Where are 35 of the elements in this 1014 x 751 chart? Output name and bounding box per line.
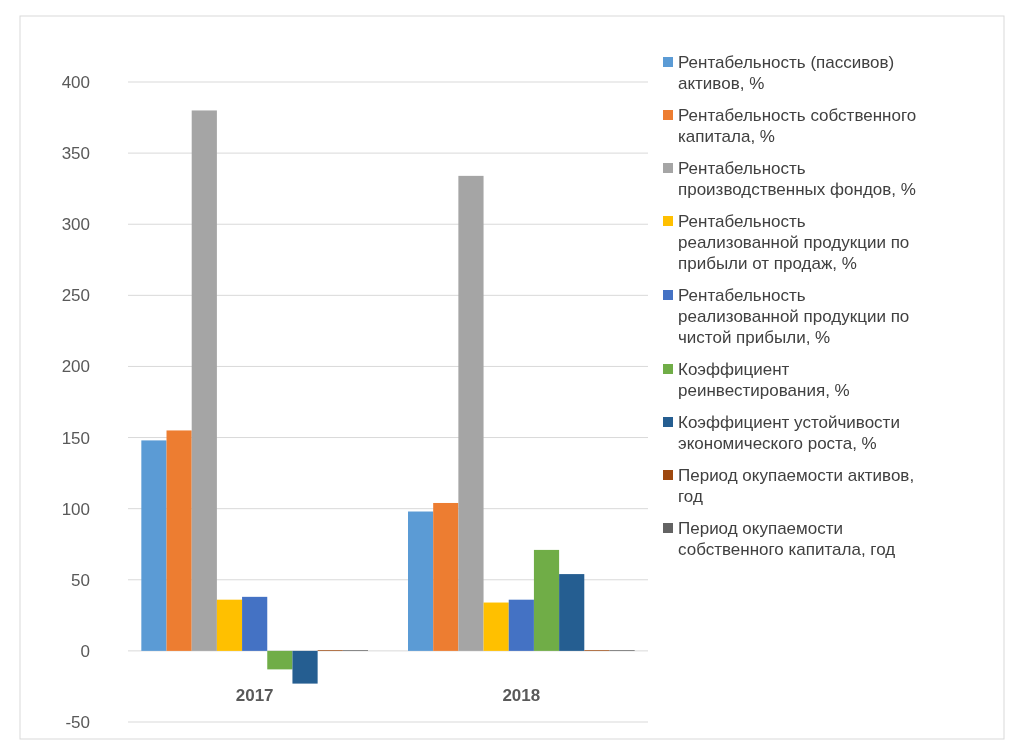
legend-label: Рентабельность реализованной продукции по прибыли от продаж, % xyxy=(678,212,910,273)
y-tick-label: -50 xyxy=(65,712,90,732)
bar xyxy=(166,430,192,651)
legend-label: Рентабельность (пассивов) активов, % xyxy=(678,53,895,93)
bar xyxy=(533,549,560,651)
legend-label: Период окупаемости собственного капитала, год xyxy=(678,519,896,559)
y-tick-label: 50 xyxy=(71,570,90,590)
bar xyxy=(559,574,585,651)
y-tick-label: 150 xyxy=(61,428,90,448)
x-tick-label: 2018 xyxy=(502,685,541,705)
y-tick-label: 350 xyxy=(61,144,90,164)
bar xyxy=(216,599,243,651)
legend-label: Коэффициент реинвестирования, % xyxy=(678,360,850,400)
y-tick-label: 250 xyxy=(61,286,90,306)
bar xyxy=(483,602,509,651)
bar xyxy=(141,440,167,651)
bar xyxy=(433,502,459,651)
legend-label: Рентабельность собственного капитала, % xyxy=(678,106,917,146)
legend-label: Рентабельность производственных фондов, % xyxy=(678,159,916,199)
bar xyxy=(292,650,318,684)
y-tick-label: 100 xyxy=(61,499,90,519)
x-tick-label: 2017 xyxy=(235,685,274,705)
bar xyxy=(242,596,268,651)
bar xyxy=(191,110,217,651)
y-tick-label: 200 xyxy=(61,357,90,377)
bar xyxy=(408,511,434,651)
bar xyxy=(458,175,484,651)
y-tick-label: 400 xyxy=(61,72,90,92)
legend-label: Коэффициент устойчивости экономического роста, % xyxy=(678,413,900,453)
bar xyxy=(508,599,534,651)
legend-label: Период окупаемости активов, год xyxy=(678,466,915,506)
y-tick-label: 300 xyxy=(61,215,90,235)
bar xyxy=(267,650,293,670)
legend-label: Рентабельность реализованной продукции по чистой прибыли, % xyxy=(678,286,910,347)
y-tick-label: 0 xyxy=(80,641,90,661)
